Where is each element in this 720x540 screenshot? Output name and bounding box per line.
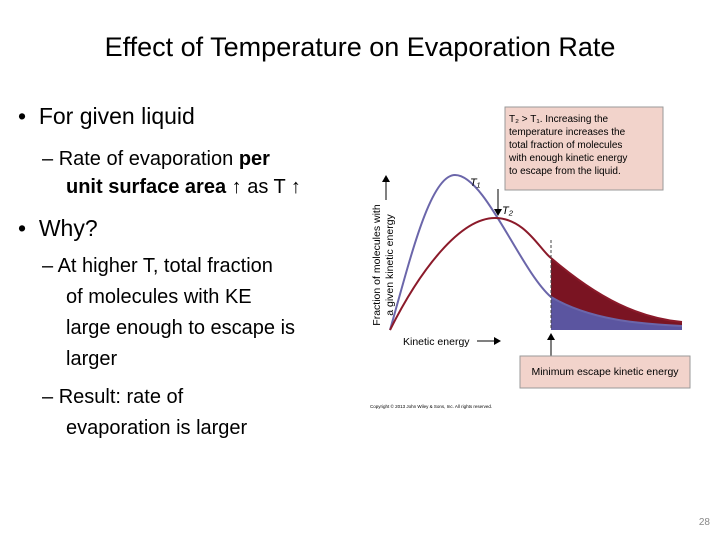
t2-curve bbox=[389, 216, 683, 331]
threshold-box bbox=[519, 355, 691, 389]
caption-line: temperature increases the bbox=[509, 127, 626, 138]
text: of molecules with KE bbox=[66, 286, 252, 308]
threshold-label: Minimum escape kinetic energy bbox=[531, 366, 679, 378]
caption-line: T₂ > T₁. Increasing the bbox=[509, 114, 609, 125]
bullet: • For given liquid bbox=[18, 103, 195, 129]
text: At higher T, total fraction bbox=[57, 255, 273, 277]
page-number: 28 bbox=[699, 517, 711, 528]
t1-curve bbox=[389, 173, 683, 331]
text: unit surface area bbox=[66, 176, 227, 198]
y-axis-label: a given kinetic energy bbox=[384, 213, 396, 315]
extra-fraction-area bbox=[551, 258, 682, 326]
slide-title: Effect of Temperature on Evaporation Rat… bbox=[104, 32, 616, 62]
sub-bullet: – Result: rate of evaporation is larger bbox=[42, 382, 247, 444]
caption-box bbox=[504, 106, 664, 191]
x-axis-label: Kinetic energy bbox=[403, 336, 470, 348]
line: evaporation is larger bbox=[42, 413, 247, 444]
text: per bbox=[238, 148, 270, 170]
text: evaporation is larger bbox=[66, 417, 248, 439]
text: Result: rate of bbox=[58, 386, 184, 408]
text: ↑ as T ↑ bbox=[226, 176, 301, 198]
line: large enough to escape is bbox=[42, 313, 295, 344]
caption-line: total fraction of molecules bbox=[509, 140, 622, 151]
text: Rate of evaporation bbox=[58, 148, 239, 170]
bullet: • Why? bbox=[18, 215, 98, 241]
y-axis-label: Fraction of molecules with bbox=[371, 204, 383, 326]
line: of molecules with KE bbox=[42, 282, 295, 313]
line: – Rate of evaporation per bbox=[42, 148, 270, 170]
sub-bullet: – At higher T, total fraction of molecule… bbox=[42, 251, 295, 375]
bullet-text: Why? bbox=[38, 215, 98, 241]
sub-bullet: – Rate of evaporation per unit surface a… bbox=[42, 145, 301, 201]
line: – At higher T, total fraction bbox=[42, 255, 273, 277]
text: large enough to escape is bbox=[66, 317, 296, 339]
bullet-text: For given liquid bbox=[38, 103, 195, 129]
line: larger bbox=[42, 344, 295, 375]
copyright: Copyright © 2013 John Wiley & Sons, Inc.… bbox=[370, 403, 492, 409]
caption-line: with enough kinetic energy bbox=[508, 153, 627, 164]
line: unit surface area ↑ as T ↑ bbox=[42, 173, 301, 201]
t1-fraction-area bbox=[551, 297, 682, 330]
text: larger bbox=[66, 348, 118, 370]
curve-label: T₂ bbox=[502, 205, 514, 217]
line: – Result: rate of bbox=[42, 386, 184, 408]
caption-line: to escape from the liquid. bbox=[509, 166, 621, 177]
curve-label: T₁ bbox=[470, 177, 481, 189]
